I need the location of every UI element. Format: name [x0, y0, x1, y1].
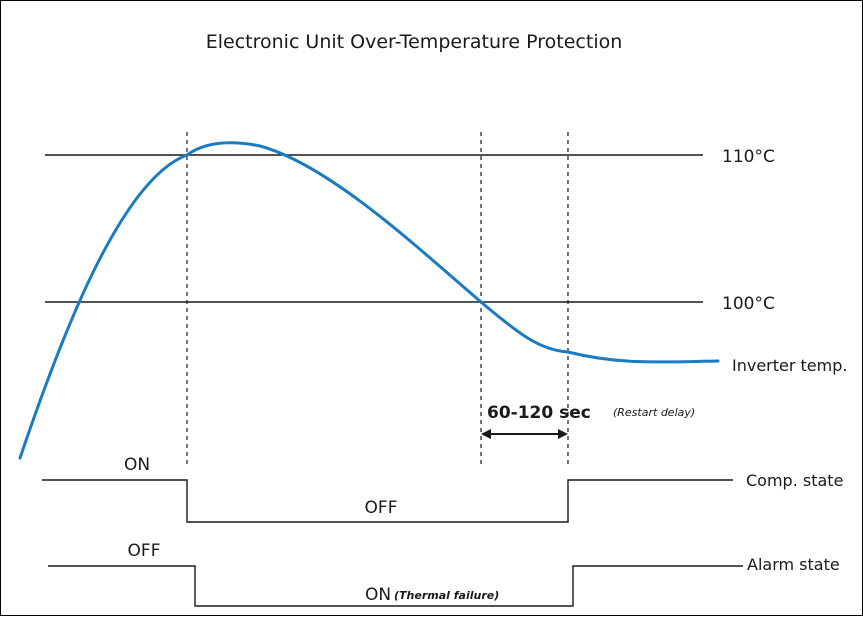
inverter-temp-curve [18, 141, 720, 460]
delay-arrow-right-head [558, 429, 568, 439]
alarm-on-label: ON [365, 585, 391, 605]
alarm-state-label: Alarm state [747, 555, 840, 574]
delay-label: 60-120 sec [487, 403, 591, 423]
diagram-title: Electronic Unit Over-Temperature Protect… [206, 31, 623, 53]
delay-arrow-left-head [481, 429, 491, 439]
alarm-off-label: OFF [128, 541, 161, 561]
comp-state-waveform [42, 479, 733, 523]
delay-note: (Restart delay) [613, 406, 695, 419]
comp-off-label: OFF [365, 498, 398, 518]
alarm-state-waveform [48, 565, 743, 607]
threshold-label-100: 100°C [722, 294, 775, 314]
threshold-label-110: 110°C [722, 147, 775, 167]
comp-state-label: Comp. state [746, 471, 843, 490]
comp-on-label: ON [124, 455, 150, 475]
curve-label: Inverter temp. [732, 356, 847, 375]
alarm-on-note: (Thermal failure) [394, 589, 499, 602]
